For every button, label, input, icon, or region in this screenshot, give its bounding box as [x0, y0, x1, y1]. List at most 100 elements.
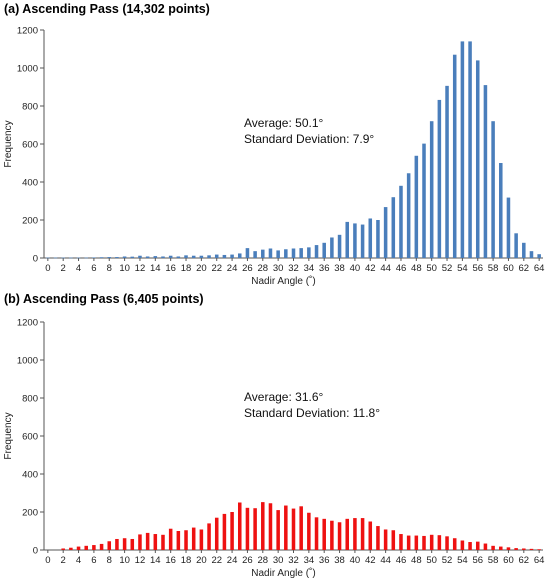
histogram-bar	[276, 510, 280, 550]
histogram-bar	[406, 535, 411, 550]
histogram-bar	[368, 218, 373, 258]
histogram-bar	[337, 234, 342, 258]
histogram-bar	[214, 517, 219, 550]
histogram-bar	[284, 249, 288, 258]
x-tick-label: 58	[488, 555, 499, 566]
x-tick-label: 34	[304, 263, 315, 274]
y-axis-label: Frequency	[3, 412, 14, 459]
x-tick-label: 28	[258, 555, 269, 566]
histogram-bar	[445, 85, 449, 258]
y-axis-label: Frequency	[3, 120, 14, 167]
histogram-bar	[514, 233, 518, 258]
std-dev-annotation: Standard Deviation: 7.9°	[244, 132, 374, 146]
histogram-bar	[284, 505, 288, 550]
histogram-bar	[99, 543, 104, 550]
y-tick-label: 200	[22, 508, 38, 519]
histogram-bar	[276, 250, 280, 258]
histogram-bar	[307, 247, 311, 258]
histogram-bar	[445, 536, 449, 550]
histogram-bar	[383, 207, 388, 258]
histogram-bar	[291, 508, 296, 550]
histogram-bar	[368, 521, 373, 550]
histogram-bar	[92, 545, 96, 550]
histogram-bar	[330, 237, 334, 258]
x-tick-label: 26	[242, 555, 253, 566]
x-tick-label: 34	[304, 555, 315, 566]
x-tick-label: 50	[426, 263, 437, 274]
histogram-bar	[299, 506, 303, 550]
x-tick-label: 38	[334, 263, 345, 274]
histogram-bar	[314, 517, 319, 550]
x-tick-label: 16	[165, 263, 176, 274]
x-tick-label: 30	[273, 263, 284, 274]
histogram-bar	[184, 530, 188, 550]
y-tick-label: 800	[22, 394, 38, 405]
x-tick-label: 24	[227, 555, 238, 566]
x-axis-label: Nadir Angle (˚)	[251, 567, 315, 578]
histogram-bar	[191, 255, 196, 258]
histogram-bar	[76, 546, 81, 550]
y-tick-label: 400	[22, 178, 38, 189]
average-annotation: Average: 50.1°	[244, 116, 324, 130]
chart-panel-a: (a) Ascending Pass (14,302 points) 0 200 4…	[3, 2, 544, 288]
y-tick-label: 600	[22, 140, 38, 151]
histogram-bar	[399, 534, 403, 550]
histogram-bar	[99, 257, 104, 258]
histogram-bar	[161, 256, 165, 258]
histogram-bar	[483, 85, 488, 258]
x-tick-label: 32	[288, 555, 299, 566]
histogram-bar	[499, 163, 503, 258]
x-tick-label: 36	[319, 263, 330, 274]
x-tick-label: 42	[365, 555, 376, 566]
histogram-bar	[452, 54, 457, 259]
histogram-bar	[222, 254, 227, 258]
histogram-bar	[184, 255, 188, 258]
histogram-bar	[207, 523, 211, 550]
histogram-bar	[414, 535, 419, 550]
histogram-bar	[322, 518, 326, 550]
histogram-bar	[307, 512, 311, 550]
x-tick-label: 12	[135, 263, 146, 274]
x-tick-label: 20	[196, 555, 207, 566]
y-tick-label: 200	[22, 216, 38, 227]
histogram-bar	[191, 527, 196, 550]
histogram-bar	[522, 548, 526, 550]
x-tick-label: 44	[380, 555, 391, 566]
y-tick-label: 400	[22, 470, 38, 481]
histogram-bar	[61, 548, 65, 550]
histogram-bar	[237, 502, 242, 550]
histogram-bar	[522, 242, 526, 258]
histogram-bar	[261, 249, 265, 258]
histogram-bar	[537, 549, 541, 550]
x-tick-label: 64	[534, 555, 545, 566]
x-tick-label: 48	[411, 555, 422, 566]
histogram-bar	[360, 518, 365, 550]
x-tick-label: 22	[211, 555, 222, 566]
x-tick-label: 46	[396, 263, 407, 274]
histogram-bar	[391, 197, 396, 258]
x-tick-label: 4	[76, 555, 81, 566]
histogram-bar	[107, 257, 112, 258]
histogram-bar	[138, 534, 142, 550]
histogram-bar	[322, 242, 326, 258]
x-tick-label: 58	[488, 263, 499, 274]
x-tick-label: 28	[258, 263, 269, 274]
x-tick-label: 2	[61, 555, 66, 566]
histogram-bar	[406, 173, 411, 258]
histogram-bar	[383, 529, 388, 550]
x-tick-label: 60	[503, 555, 514, 566]
x-tick-label: 6	[91, 555, 96, 566]
histogram-bar	[199, 255, 204, 258]
x-tick-label: 8	[107, 555, 112, 566]
x-tick-label: 14	[150, 263, 161, 274]
histogram-bar	[337, 522, 342, 550]
x-tick-label: 46	[396, 555, 407, 566]
histogram-bar	[153, 256, 158, 258]
y-tick-label: 1200	[17, 26, 38, 37]
x-tick-label: 20	[196, 263, 207, 274]
y-tick-label: 0	[33, 254, 38, 265]
histogram-bar	[230, 512, 234, 550]
histogram-bar	[491, 545, 495, 550]
histogram-bar	[514, 548, 518, 550]
